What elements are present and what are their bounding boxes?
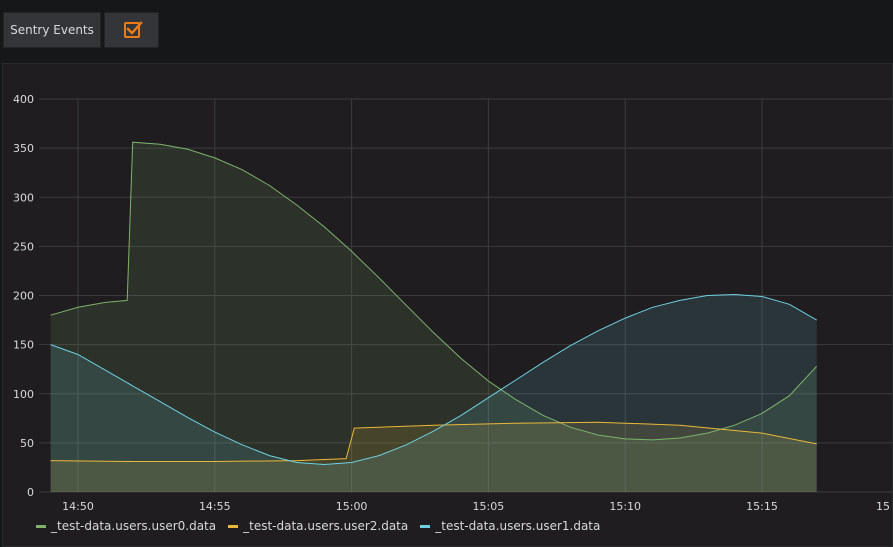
y-tick-label: 300 <box>13 191 34 204</box>
legend-swatch <box>228 524 239 528</box>
y-tick-label: 350 <box>13 142 34 155</box>
x-tick-label: 15:00 <box>336 500 368 513</box>
legend-label: _test-data.users.user2.data <box>243 519 409 533</box>
chart-legend: _test-data.users.user0.data _test-data.us… <box>36 516 600 536</box>
x-tick-label: 14:50 <box>62 500 94 513</box>
series-area-2 <box>50 294 817 492</box>
sentry-events-label[interactable]: Sentry Events <box>3 12 101 48</box>
series-line-0 <box>50 141 818 441</box>
legend-swatch <box>36 524 46 528</box>
y-tick-label: 150 <box>13 339 34 352</box>
x-axis-ticks: 14:50 14:55 15:00 15:05 15:10 15:15 15 <box>62 500 890 513</box>
x-tick-label: 15 <box>876 500 890 513</box>
y-tick-label: 400 <box>13 93 34 106</box>
graph-panel: 0 50 100 150 200 250 300 350 400 14:50 14:55 15:00… <box>2 63 893 547</box>
y-tick-label: 50 <box>20 437 34 450</box>
y-tick-label: 200 <box>13 290 34 303</box>
y-tick-label: 0 <box>27 486 34 499</box>
y-tick-label: 100 <box>13 388 34 401</box>
legend-item[interactable]: _test-data.users.user2.data <box>228 519 408 533</box>
legend-item[interactable]: _test-data.users.user1.data <box>420 519 600 533</box>
chart-grid <box>39 98 892 493</box>
x-tick-label: 15:10 <box>609 500 641 513</box>
sentry-events-toggle[interactable] <box>104 12 159 48</box>
x-tick-label: 15:05 <box>473 500 505 513</box>
x-tick-label: 15:15 <box>746 500 778 513</box>
series-line-2 <box>50 293 817 466</box>
sentry-events-text: Sentry Events <box>10 23 94 37</box>
time-series-chart[interactable]: 0 50 100 150 200 250 300 350 400 14:50 14:55 15:00… <box>3 64 893 547</box>
checkmark-icon <box>125 21 143 35</box>
legend-label: _test-data.users.user0.data <box>51 519 217 533</box>
dashboard-toolbar: Sentry Events <box>0 0 893 58</box>
legend-item[interactable]: _test-data.users.user0.data <box>36 519 216 533</box>
x-tick-label: 14:55 <box>199 500 231 513</box>
series-area-1 <box>50 422 817 492</box>
series-line-1 <box>50 421 817 462</box>
y-axis-ticks: 0 50 100 150 200 250 300 350 400 <box>13 93 34 499</box>
checkbox-icon[interactable] <box>123 21 143 38</box>
legend-label: _test-data.users.user1.data <box>435 519 601 533</box>
y-tick-label: 250 <box>13 240 34 253</box>
series-area-0 <box>50 142 817 492</box>
series-areas <box>50 142 817 492</box>
legend-swatch <box>420 524 431 528</box>
series-lines <box>50 141 818 466</box>
